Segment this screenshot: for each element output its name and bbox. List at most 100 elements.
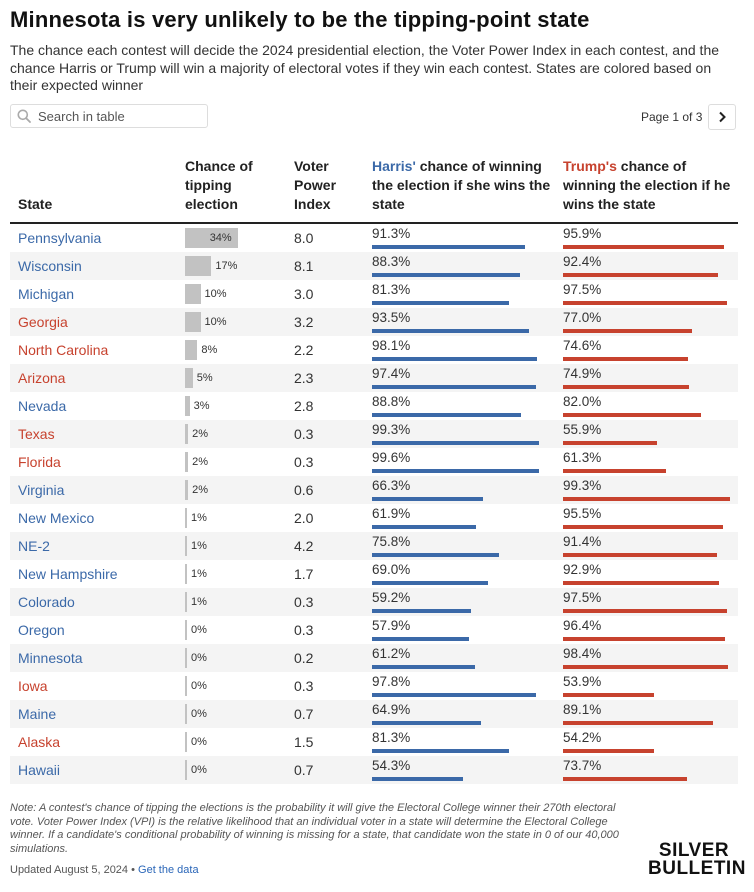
chevron-right-icon <box>719 111 726 123</box>
search-input[interactable] <box>38 108 198 124</box>
trump-value: 98.4% <box>563 646 602 661</box>
logo-line-1: SILVER <box>658 840 730 861</box>
harris-value: 75.8% <box>372 534 411 549</box>
trump-bar <box>563 637 725 641</box>
state-name: Pennsylvania <box>18 230 102 246</box>
harris-bar <box>372 273 521 277</box>
table-row: Georgia 10% 3.2 93.5% 77.0% <box>10 308 738 336</box>
table-row: Oregon 0% 0.3 57.9% 96.4% <box>10 616 738 644</box>
get-data-link[interactable]: Get the data <box>138 864 199 876</box>
chart-subtitle: The chance each contest will decide the … <box>10 42 720 93</box>
tipping-label: 34% <box>209 232 232 244</box>
harris-bar <box>372 637 470 641</box>
next-page-button[interactable] <box>708 104 736 130</box>
tipping-label: 1% <box>191 596 207 608</box>
table-row: Virginia 2% 0.6 66.3% 99.3% <box>10 476 738 504</box>
tipping-label: 2% <box>192 456 208 468</box>
harris-bar <box>372 777 464 781</box>
tipping-bar <box>185 732 187 752</box>
harris-bar <box>372 749 509 753</box>
trump-value: 96.4% <box>563 618 602 633</box>
vpi-value: 0.7 <box>294 762 314 778</box>
tipping-label: 0% <box>191 652 207 664</box>
harris-value: 61.9% <box>372 506 411 521</box>
vpi-value: 8.1 <box>294 258 314 274</box>
harris-value: 99.3% <box>372 422 411 437</box>
search-box[interactable] <box>10 104 208 128</box>
table-row: Colorado 1% 0.3 59.2% 97.5% <box>10 588 738 616</box>
harris-bar <box>372 301 509 305</box>
vpi-value: 0.2 <box>294 650 314 666</box>
trump-value: 91.4% <box>563 534 602 549</box>
tipping-label: 2% <box>192 428 208 440</box>
header-trump[interactable]: Trump's chance of winning the election i… <box>563 157 738 214</box>
trump-bar <box>563 245 725 249</box>
harris-bar <box>372 357 537 361</box>
header-harris[interactable]: Harris' chance of winning the election i… <box>372 157 552 214</box>
state-name: Nevada <box>18 398 67 414</box>
trump-bar <box>563 693 654 697</box>
trump-value: 55.9% <box>563 422 602 437</box>
tipping-bar <box>185 676 187 696</box>
table-row: Wisconsin 17% 8.1 88.3% 92.4% <box>10 252 738 280</box>
tipping-label: 1% <box>191 568 207 580</box>
trump-bar <box>563 609 727 613</box>
tipping-bar <box>185 508 187 528</box>
harris-value: 66.3% <box>372 478 411 493</box>
tipping-label: 17% <box>215 260 238 272</box>
vpi-value: 8.0 <box>294 230 314 246</box>
header-tipping[interactable]: Chance of tipping election <box>185 158 253 212</box>
header-vpi[interactable]: Voter Power Index <box>294 158 337 212</box>
trump-bar <box>563 469 666 473</box>
state-name: North Carolina <box>18 342 109 358</box>
state-name: Maine <box>18 706 57 722</box>
logo-line-2: BULLETIN <box>648 858 746 879</box>
tipping-bar <box>185 424 189 444</box>
harris-bar <box>372 525 476 529</box>
table-row: Arizona 5% 2.3 97.4% 74.9% <box>10 364 738 392</box>
footnote: Note: A contest's chance of tipping the … <box>10 802 619 855</box>
tipping-label: 8% <box>201 344 218 356</box>
trump-value: 97.5% <box>563 590 602 605</box>
tipping-label: 5% <box>196 372 213 384</box>
trump-bar <box>563 301 727 305</box>
state-name: Alaska <box>18 734 61 750</box>
harris-value: 61.2% <box>372 646 411 661</box>
harris-value: 54.3% <box>372 758 411 773</box>
state-name: Iowa <box>18 678 48 694</box>
trump-value: 92.4% <box>563 254 602 269</box>
table-row: North Carolina 8% 2.2 98.1% 74.6% <box>10 336 738 364</box>
tipping-bar <box>185 228 238 248</box>
tipping-bar <box>185 536 187 556</box>
harris-value: 91.3% <box>372 226 411 241</box>
table-row: New Hampshire 1% 1.7 69.0% 92.9% <box>10 560 738 588</box>
state-name: Virginia <box>18 482 65 498</box>
tipping-bar <box>185 564 187 584</box>
trump-value: 89.1% <box>563 702 602 717</box>
table-row: Texas 2% 0.3 99.3% 55.9% <box>10 420 738 448</box>
header-state[interactable]: State <box>18 196 53 212</box>
vpi-value: 2.8 <box>294 398 314 414</box>
tipping-bar <box>185 368 193 388</box>
vpi-value: 2.0 <box>294 510 314 526</box>
harris-bar <box>372 553 500 557</box>
vpi-value: 0.3 <box>294 426 314 442</box>
harris-bar <box>372 581 488 585</box>
harris-bar <box>372 441 539 445</box>
trump-bar <box>563 329 693 333</box>
trump-value: 61.3% <box>563 450 602 465</box>
harris-bar <box>372 609 472 613</box>
tipping-bar <box>185 704 187 724</box>
harris-bar <box>372 245 526 249</box>
vpi-value: 0.6 <box>294 482 314 498</box>
harris-value: 69.0% <box>372 562 411 577</box>
table-row: Maine 0% 0.7 64.9% 89.1% <box>10 700 738 728</box>
tipping-bar <box>185 396 190 416</box>
harris-bar <box>372 721 482 725</box>
state-name: NE-2 <box>18 538 50 554</box>
harris-bar <box>372 329 530 333</box>
tipping-label: 2% <box>192 484 208 496</box>
state-name: Texas <box>18 426 55 442</box>
tipping-label: 0% <box>191 764 207 776</box>
trump-bar <box>563 553 717 557</box>
